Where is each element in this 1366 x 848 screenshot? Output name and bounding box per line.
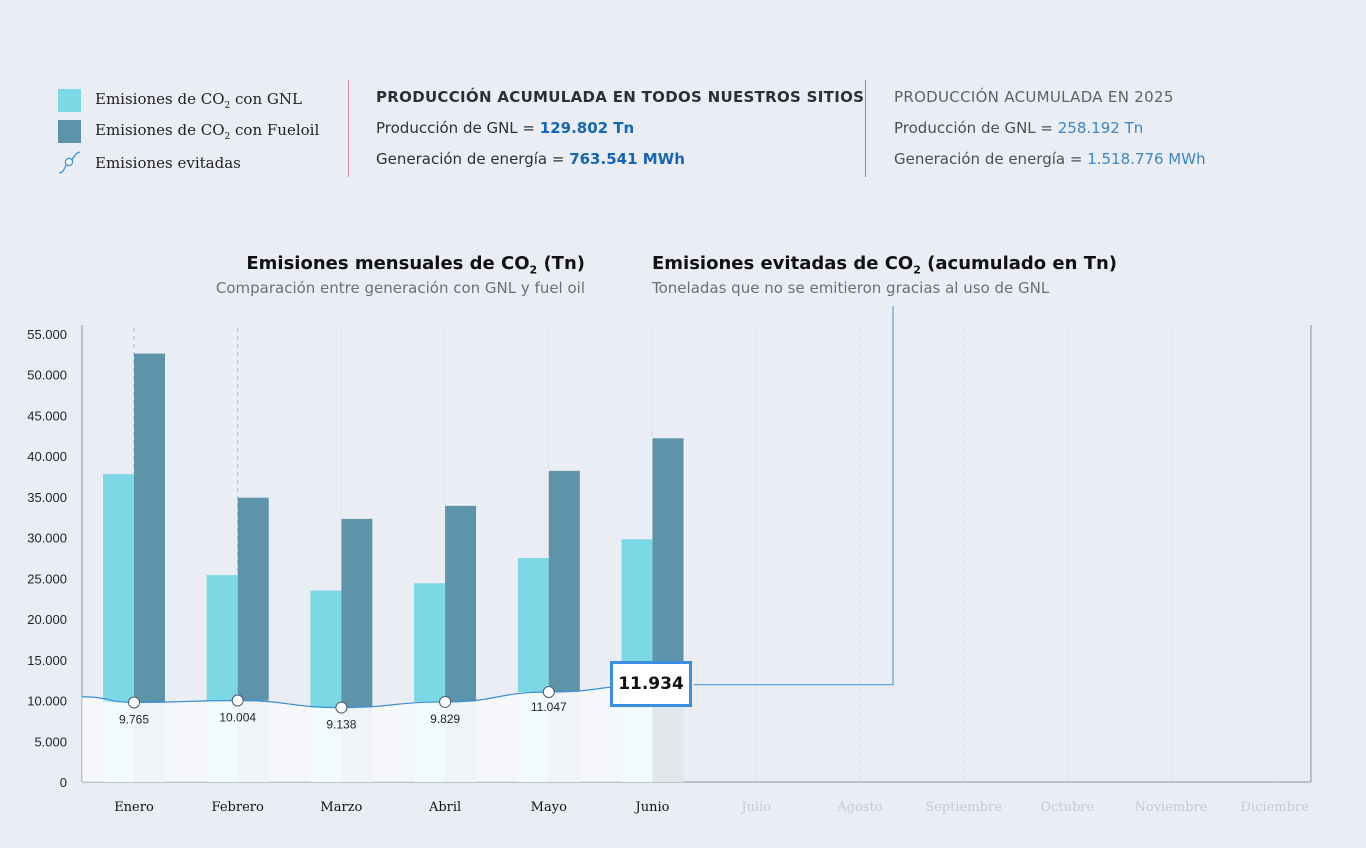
bar-fueloil [341, 518, 373, 708]
legend: Emisiones de CO2 con GNL Emisiones de CO… [58, 85, 319, 178]
avoided-point [128, 696, 140, 709]
gnl-production-row: Producción de GNL = 129.802 Tn [376, 119, 635, 137]
avoided-emissions-title: Emisiones evitadas de CO2 (acumulado en … [652, 253, 1118, 277]
x-tick-label: Octubre [1040, 800, 1094, 815]
fueloil-swatch [58, 120, 81, 143]
bar-gnl [103, 474, 134, 703]
y-tick-label: 50.000 [27, 368, 67, 383]
y-tick-label: 10.000 [27, 694, 67, 709]
x-tick-label: Diciembre [1241, 800, 1310, 815]
avoided-label: 9.829 [430, 712, 460, 726]
cumulative-all-sites: PRODUCCIÓN ACUMULADA EN TODOS NUESTROS S… [376, 85, 864, 178]
gnl-swatch [58, 89, 81, 112]
y-tick-label: 20.000 [27, 612, 67, 627]
callout-connector [694, 306, 894, 686]
avoided-emissions-subtitle: Toneladas que no se emitieron gracias al… [652, 278, 1050, 297]
energy-generation-row: Generación de energía = 763.541 MWh [376, 150, 685, 168]
bar-fueloil [237, 497, 269, 701]
legend-label-fueloil: Emisiones de CO2 con Fueloil [95, 121, 320, 142]
x-tick-label: Julio [739, 800, 771, 815]
cumulative-year-title: PRODUCCIÓN ACUMULADA EN 2025 [894, 88, 1174, 106]
bar-fueloil [548, 470, 580, 693]
bar-fueloil [652, 438, 684, 685]
x-tick-label: Mayo [531, 800, 567, 815]
separator-gray [865, 80, 866, 177]
year-energy-generation-row: Generación de energía = 1.518.776 MWh [894, 150, 1206, 168]
x-tick-label: Agosto [836, 800, 882, 815]
y-tick-label: 40.000 [27, 449, 67, 464]
x-tick-label: Septiembre [925, 800, 1002, 815]
x-tick-label: Abril [428, 800, 461, 815]
gnl-production-value: 129.802 Tn [539, 119, 635, 137]
curve-icon [58, 151, 81, 174]
legend-item-gnl: Emisiones de CO2 con GNL [58, 85, 319, 116]
y-tick-label: 35.000 [27, 490, 67, 505]
bar-gnl [206, 575, 238, 701]
year-gnl-production-row: Producción de GNL = 258.192 Tn [894, 119, 1144, 137]
bar-gnl [517, 558, 549, 693]
avoided-label: 10.004 [219, 711, 256, 725]
avoided-point [335, 701, 348, 714]
y-tick-label: 45.000 [27, 408, 67, 423]
legend-label-gnl: Emisiones de CO2 con GNL [95, 90, 302, 111]
y-tick-label: 55.000 [27, 327, 67, 342]
x-tick-label: Marzo [320, 800, 362, 815]
y-tick-label: 0 [60, 775, 67, 790]
avoided-label: 11.047 [531, 700, 567, 714]
monthly-emissions-subtitle: Comparación entre generación con GNL y f… [215, 278, 585, 297]
avoided-emissions-header: Emisiones evitadas de CO2 (acumulado en … [652, 253, 1117, 297]
avoided-point [542, 686, 555, 699]
avoided-point [231, 694, 244, 707]
avoided-point [439, 695, 452, 708]
legend-item-fueloil: Emisiones de CO2 con Fueloil [58, 116, 319, 147]
energy-generation-value: 763.541 MWh [569, 150, 685, 168]
avoided-area [82, 684, 653, 782]
monthly-emissions-header: Emisiones mensuales de CO2 (Tn) Comparac… [216, 253, 585, 297]
x-tick-label: Noviembre [1135, 800, 1208, 815]
bar-fueloil [134, 353, 165, 703]
bar-gnl [621, 539, 653, 685]
y-tick-label: 30.000 [27, 531, 67, 546]
avoided-label: 9.765 [119, 712, 149, 726]
separator-pink [348, 80, 349, 177]
year-energy-generation-value: 1.518.776 MWh [1087, 150, 1206, 168]
avoided-label: 9.138 [326, 718, 356, 732]
y-tick-label: 25.000 [27, 571, 67, 586]
y-tick-label: 5.000 [34, 734, 67, 749]
legend-item-avoided: Emisiones evitadas [58, 147, 319, 178]
bar-gnl [414, 583, 446, 702]
y-tick-label: 15.000 [27, 653, 67, 668]
x-tick-label: Junio [634, 800, 670, 815]
x-tick-label: Febrero [212, 800, 264, 815]
year-gnl-production-value: 258.192 Tn [1057, 119, 1144, 137]
emissions-chart: 55.000 50.000 45.000 40.000 35.000 30.000 25.0… [27, 306, 1312, 815]
legend-label-avoided: Emisiones evitadas [95, 153, 241, 172]
bar-fueloil [445, 505, 477, 702]
x-tick-label: Enero [114, 800, 154, 815]
bar-gnl [310, 590, 342, 708]
cumulative-all-sites-title: PRODUCCIÓN ACUMULADA EN TODOS NUESTROS S… [376, 88, 865, 106]
cumulative-year: PRODUCCIÓN ACUMULADA EN 2025 Producción … [894, 85, 1206, 178]
monthly-emissions-title: Emisiones mensuales de CO2 (Tn) [246, 253, 585, 277]
avoided-total-callout: 11.934 [610, 661, 692, 707]
